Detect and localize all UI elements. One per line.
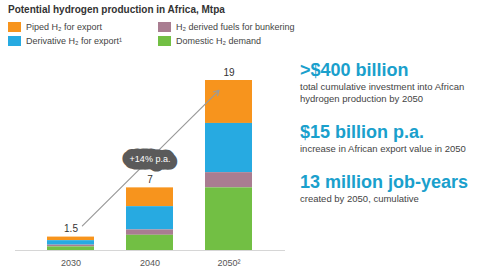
svg-text:2030: 2030: [61, 258, 81, 268]
svg-text:2040: 2040: [140, 258, 160, 268]
html-text:$15 billion p.a.: $15 billion p.a.: [300, 122, 424, 142]
html-text:Domestic H₂ demand: Domestic H₂ demand: [176, 36, 261, 46]
svg-text:7: 7: [147, 174, 153, 185]
html-text:>$400 billion: >$400 billion: [300, 60, 409, 80]
html-text:Potential hydrogen production: Potential hydrogen production in Africa,…: [8, 4, 225, 15]
html-text:total cumulative investment in: total cumulative investment into African…: [300, 81, 465, 104]
svg-text:1.5: 1.5: [64, 223, 78, 234]
svg-text:+14% p.a.: +14% p.a.: [130, 154, 171, 164]
html-text:increase in African export val: increase in African export value in 2050: [300, 143, 466, 154]
html-text:13 million job-years: 13 million job-years: [300, 172, 469, 192]
html-text:created by 2050, cumulative: created by 2050, cumulative: [300, 193, 419, 204]
svg-text:19: 19: [223, 67, 235, 78]
html-text:Piped H₂ for export: Piped H₂ for export: [26, 22, 102, 32]
svg-text:2050²: 2050²: [217, 258, 240, 268]
html-text:Derivative H₂ for export¹: Derivative H₂ for export¹: [26, 36, 122, 46]
html-text:H₂ derived fuels for bunkering: H₂ derived fuels for bunkering: [176, 22, 295, 32]
